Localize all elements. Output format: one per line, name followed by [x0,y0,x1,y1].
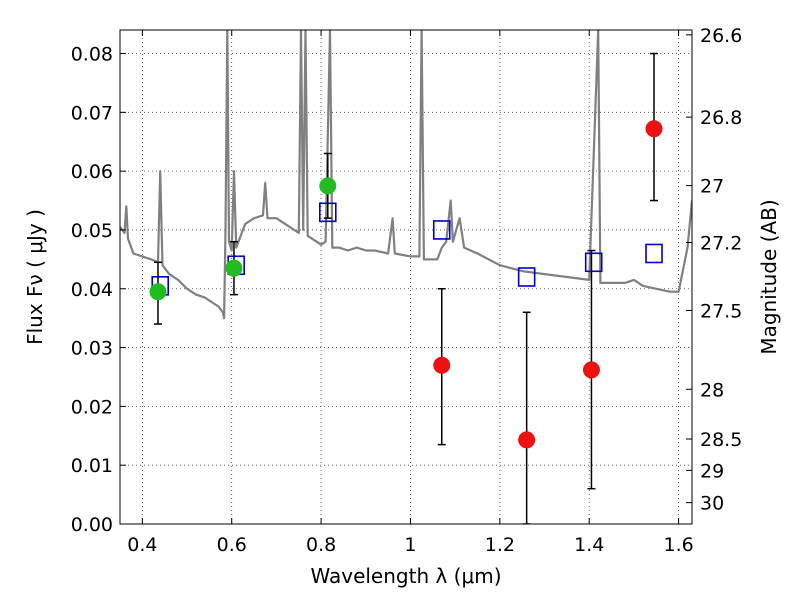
right-axis-label: Magnitude (AB) [757,199,781,354]
model-photometry-square [517,267,536,287]
y-tick-label: 0.08 [71,44,113,66]
observed-flux-point [645,120,663,138]
y-tick-label: 0.07 [71,102,113,124]
y-tick-label: 0.00 [71,514,113,536]
right-tick-label: 26.8 [700,107,742,129]
y-axis-label: Flux Fν ( μJy ) [23,209,47,345]
axis-ticks: 0.4 0.6 0.8 1 1.2 1.4 1.6 0.00 0.01 0.02 0.03 0.04 0… [71,25,743,556]
y-tick-label: 0.01 [71,455,113,477]
observed-flux-point [518,431,536,449]
right-tick-label: 27.5 [700,300,742,322]
x-axis-label: Wavelength λ (μm) [310,564,501,588]
right-tick-label: 27.2 [700,233,742,255]
right-tick-label: 30 [700,493,724,515]
observed-flux-point [225,259,243,277]
x-tick-label: 1.4 [574,534,604,556]
observed-flux-point [582,361,600,379]
right-tick-label: 27 [700,176,724,198]
right-tick-label: 28.5 [700,429,742,451]
right-tick-label: 28 [700,379,724,401]
x-tick-label: 1 [404,534,416,556]
grid-lines [120,30,692,525]
y-tick-label: 0.04 [71,279,113,301]
model-photometry-square [645,243,663,264]
model-photometry-square [432,220,451,240]
x-tick-label: 0.6 [217,534,247,556]
x-tick-label: 0.4 [127,534,157,556]
y-tick-label: 0.03 [71,338,113,360]
plot-content [120,30,692,524]
model-spectrum-line [120,30,692,320]
model-photometry-square [584,252,603,273]
right-tick-label: 26.6 [700,25,742,47]
observed-flux-point [149,283,167,301]
right-tick-label: 29 [700,460,724,482]
y-tick-label: 0.05 [71,220,113,242]
observed-flux-point [433,356,451,374]
y-tick-label: 0.02 [71,396,113,418]
x-tick-label: 0.8 [306,534,336,556]
x-tick-label: 1.2 [485,534,515,556]
observed-flux-point [319,177,337,195]
y-tick-label: 0.06 [71,161,113,183]
plot-frame [119,29,693,525]
x-tick-label: 1.6 [663,534,693,556]
